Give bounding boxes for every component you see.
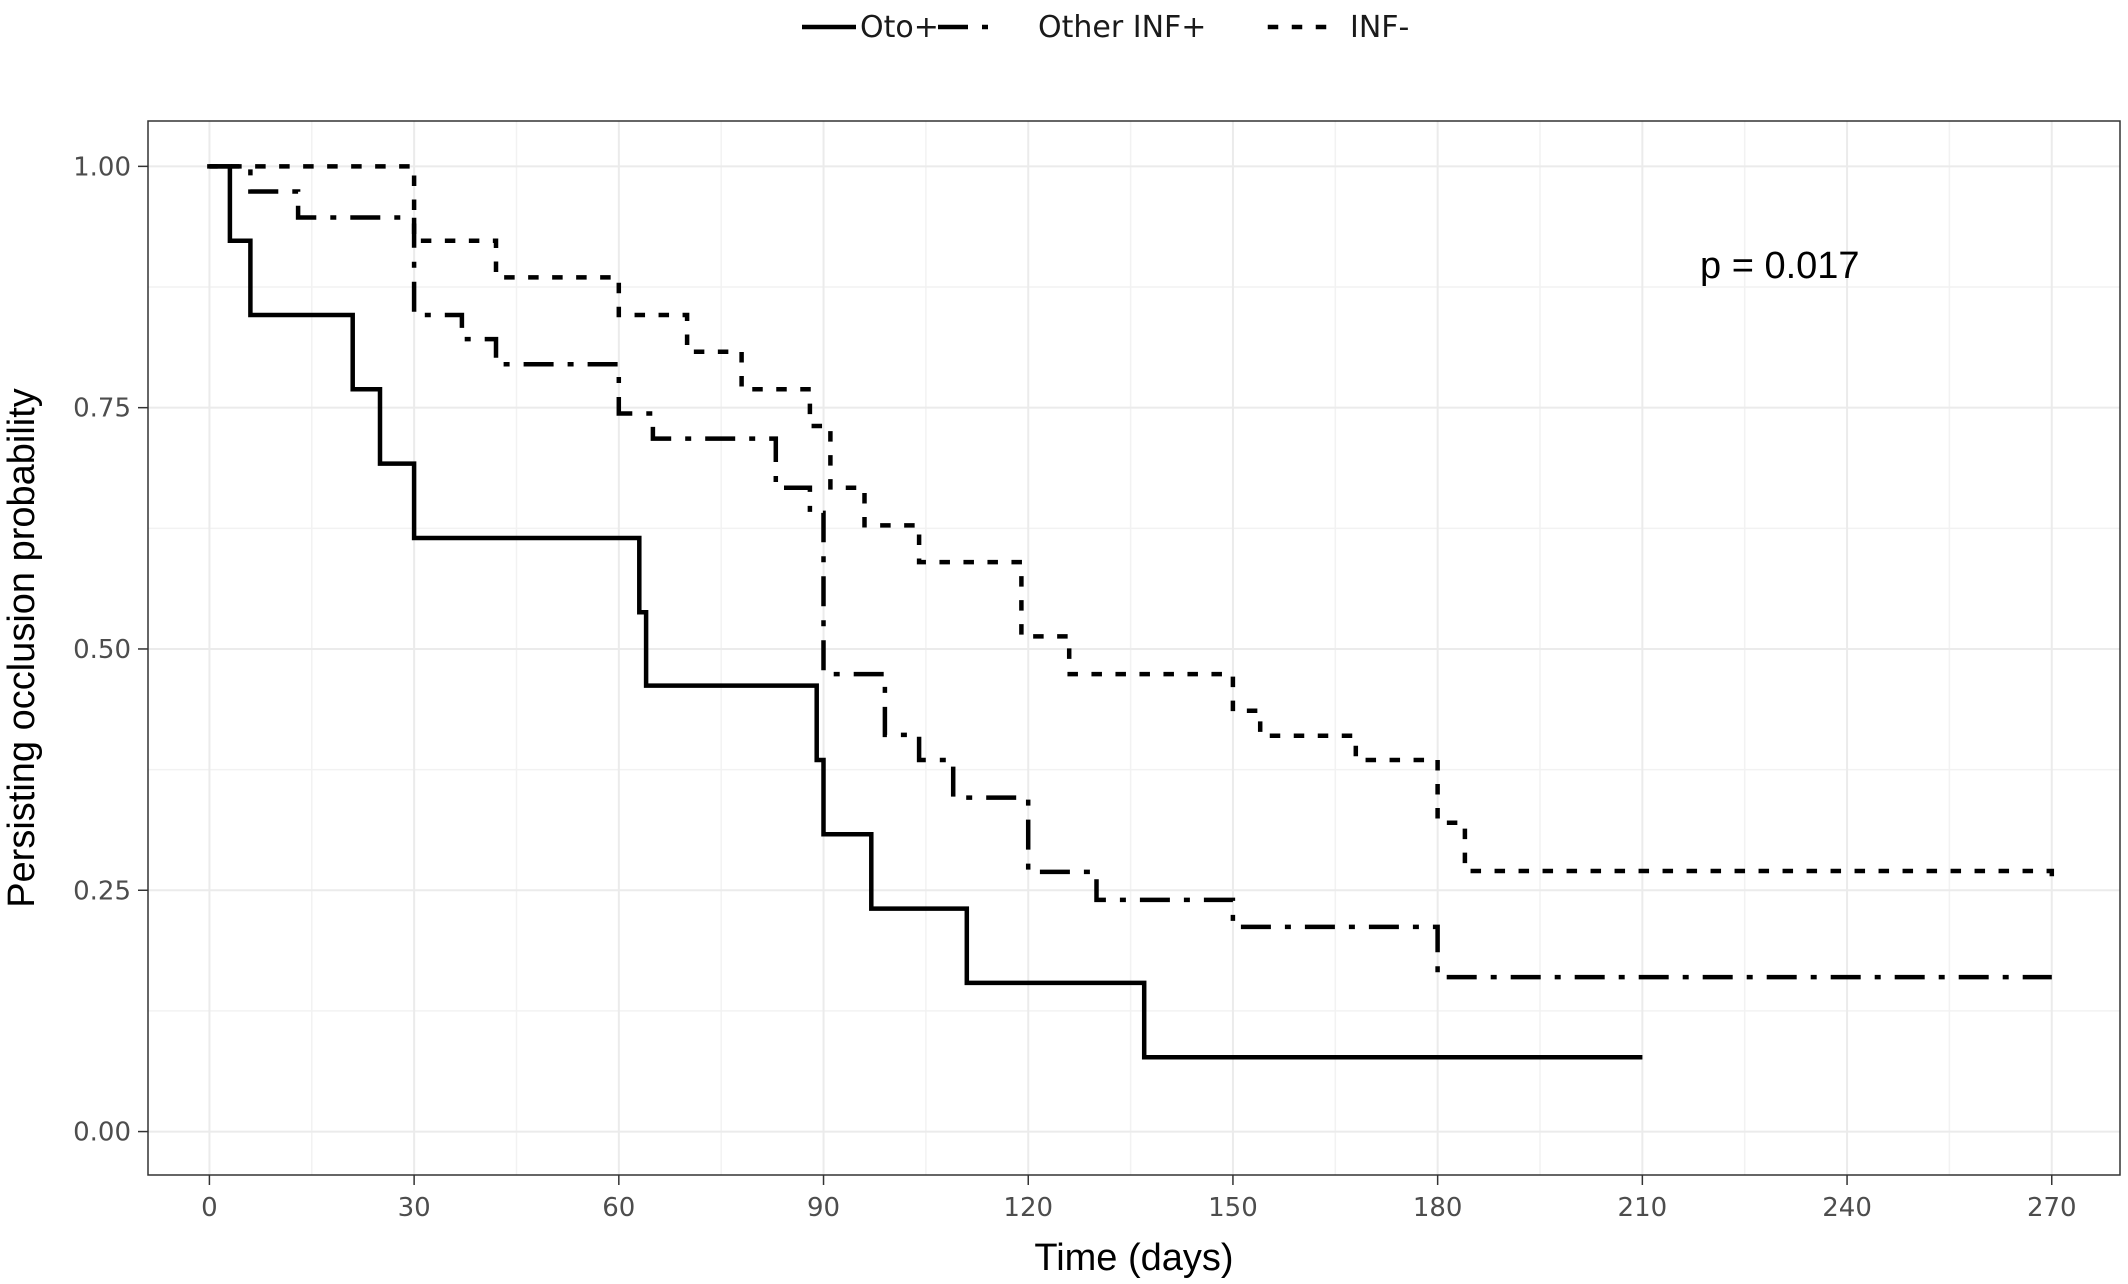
plot-border [147, 120, 2121, 1176]
y-axis-title: Persisting occlusion probability [1, 388, 43, 908]
y-tick-label: 0.25 [73, 876, 131, 906]
x-tick-label: 0 [201, 1193, 218, 1223]
legend-item: Other INF+ [938, 10, 1206, 45]
y-axis: 0.00 0.25 0.50 0.75 1.00 [73, 152, 148, 1148]
x-tick-label: 180 [1413, 1193, 1463, 1223]
y-tick-label: 0.50 [73, 635, 131, 665]
x-tick-label: 90 [807, 1193, 840, 1223]
y-tick-label: 0.00 [73, 1118, 131, 1148]
y-tick-label: 1.00 [73, 152, 131, 182]
legend: Oto+ Other INF+ INF- [802, 10, 1409, 45]
p-value-annotation: p = 0.017 [1700, 245, 1860, 287]
x-axis: 0 30 60 90 120 150 180 210 240 270 [201, 1175, 2077, 1223]
x-axis-title: Time (days) [1034, 1237, 1233, 1279]
x-tick-label: 210 [1618, 1193, 1668, 1223]
x-tick-label: 30 [398, 1193, 431, 1223]
x-tick-label: 150 [1208, 1193, 1258, 1223]
legend-item: Oto+ [802, 10, 939, 45]
x-tick-label: 60 [602, 1193, 635, 1223]
series-line-oto [209, 164, 1643, 1060]
legend-item: INF- [1267, 10, 1409, 45]
x-tick-label: 270 [2027, 1193, 2077, 1223]
series-layer [207, 164, 2055, 1060]
legend-label: Other INF+ [1038, 10, 1206, 45]
legend-label: INF- [1350, 10, 1409, 45]
y-tick-label: 0.75 [73, 394, 131, 424]
x-tick-label: 120 [1003, 1193, 1053, 1223]
x-tick-label: 240 [1822, 1193, 1872, 1223]
grid [148, 121, 2120, 1175]
legend-label: Oto+ [860, 10, 939, 45]
series-line-other-inf [209, 164, 2052, 980]
